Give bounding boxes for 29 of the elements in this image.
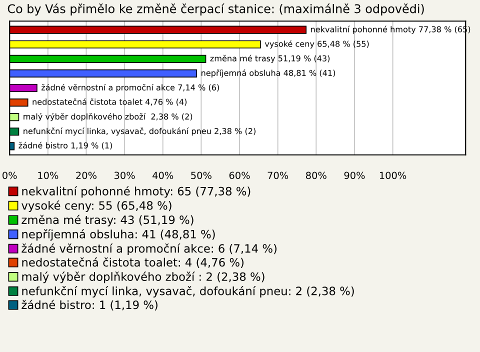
legend-label: nefunkční mycí linka, vysavač, dofoukání pneu: 2 (2,38 %) xyxy=(22,286,354,298)
x-tick-label: 80% xyxy=(306,172,326,180)
x-tick-label: 40% xyxy=(152,172,174,180)
legend-label: nedostatečná čistota toalet: 4 (4,76 %) xyxy=(22,257,244,268)
x-tick-label: 10% xyxy=(38,172,58,180)
legend-label: nekvalitní pohonné hmoty: 65 (77,38 %) xyxy=(22,186,250,198)
legend-label: žádné bistro: 1 (1,19 %) xyxy=(22,300,158,310)
x-tick-label: 50% xyxy=(191,172,212,180)
data-label: změna mé trasy 51,19 % (43) xyxy=(210,54,330,63)
legend-label: malý výběr doplňkového zboží : 2 (2,38 %) xyxy=(22,272,264,284)
data-label: malý výběr doplňkového zboží 2,38 % (2) xyxy=(24,113,192,122)
chart-title: Co by Vás přimělo ke změně čerpací stanice: (maximálně 3 odpovědi) xyxy=(8,4,424,16)
x-tick-label: 60% xyxy=(229,172,250,180)
x-tick-label: 100% xyxy=(380,172,406,180)
legend-label: změna mé trasy: 43 (51,19 %) xyxy=(22,214,194,226)
x-tick-label: 70% xyxy=(268,172,288,180)
data-label: nefunkční mycí linka, vysavač, dofoukání pneu 2,38 % (2) xyxy=(24,128,256,136)
x-tick-label: 0% xyxy=(2,172,17,180)
data-label: žádné věrnostní a promoční akce 7,14 % (6) xyxy=(41,84,219,92)
x-tick-label: 20% xyxy=(76,172,97,180)
legend-label: nepříjemná obsluha: 41 (48,81 %) xyxy=(22,229,215,241)
data-label: žádné bistro 1,19 % (1) xyxy=(18,142,112,150)
x-tick-label: 30% xyxy=(114,172,135,180)
legend-label: vysoké ceny: 55 (65,48 %) xyxy=(22,200,172,212)
data-label: nepříjemná obsluha 48,81 % (41) xyxy=(202,69,336,78)
data-label: nedostatečná čistota toalet 4,76 % (4) xyxy=(32,98,187,106)
legend-label: žádné věrnostní a promoční akce: 6 (7,14 %) xyxy=(22,243,276,255)
data-label: vysoké ceny 65,48 % (55) xyxy=(264,40,369,48)
x-tick-label: 90% xyxy=(344,172,365,180)
